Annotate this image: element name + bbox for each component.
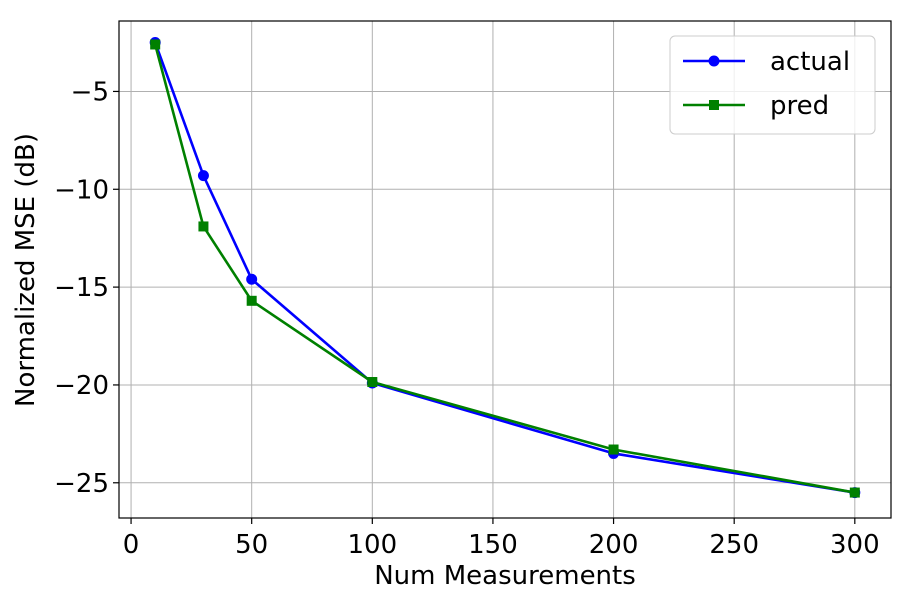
y-axis-label: Normalized MSE (dB) xyxy=(11,133,41,407)
legend-entry-pred: pred xyxy=(683,91,829,121)
data-point-pred xyxy=(150,39,161,50)
x-tick-label: 50 xyxy=(235,530,268,560)
data-point-actual xyxy=(197,170,209,182)
x-tick-label: 150 xyxy=(468,530,518,560)
x-tick-label: 100 xyxy=(347,530,397,560)
legend: actual pred xyxy=(669,35,876,135)
x-axis-label: Num Measurements xyxy=(374,561,636,589)
data-point-pred xyxy=(367,377,378,388)
data-point-pred xyxy=(608,444,619,455)
legend-label-actual: actual xyxy=(770,47,850,77)
data-point-pred xyxy=(849,487,860,498)
x-axis-ticks: 0 50 100 150 200 250 300 xyxy=(123,518,880,560)
y-tick-label: −25 xyxy=(54,469,109,499)
series-line-pred xyxy=(153,44,856,494)
series-layer xyxy=(149,37,861,499)
plot-frame xyxy=(118,20,892,519)
x-tick-label: 250 xyxy=(709,530,759,560)
y-tick-label: −10 xyxy=(54,175,109,205)
series-pred xyxy=(150,39,860,498)
legend-label-pred: pred xyxy=(770,91,829,121)
legend-marker-pred xyxy=(709,100,719,110)
y-tick-label: −20 xyxy=(54,371,109,401)
y-axis-ticks: −5 −10 −15 −20 −25 xyxy=(54,77,119,499)
legend-marker-actual xyxy=(708,55,720,67)
x-tick-label: 200 xyxy=(589,530,639,560)
series-line-actual xyxy=(153,42,856,494)
data-point-pred xyxy=(246,295,257,306)
y-tick-label: −5 xyxy=(71,77,109,107)
x-tick-label: 300 xyxy=(830,530,880,560)
data-point-pred xyxy=(198,221,209,232)
data-point-actual xyxy=(246,273,258,285)
x-tick-label: 0 xyxy=(123,530,140,560)
legend-entry-actual: actual xyxy=(683,47,850,77)
y-tick-label: −15 xyxy=(54,273,109,303)
